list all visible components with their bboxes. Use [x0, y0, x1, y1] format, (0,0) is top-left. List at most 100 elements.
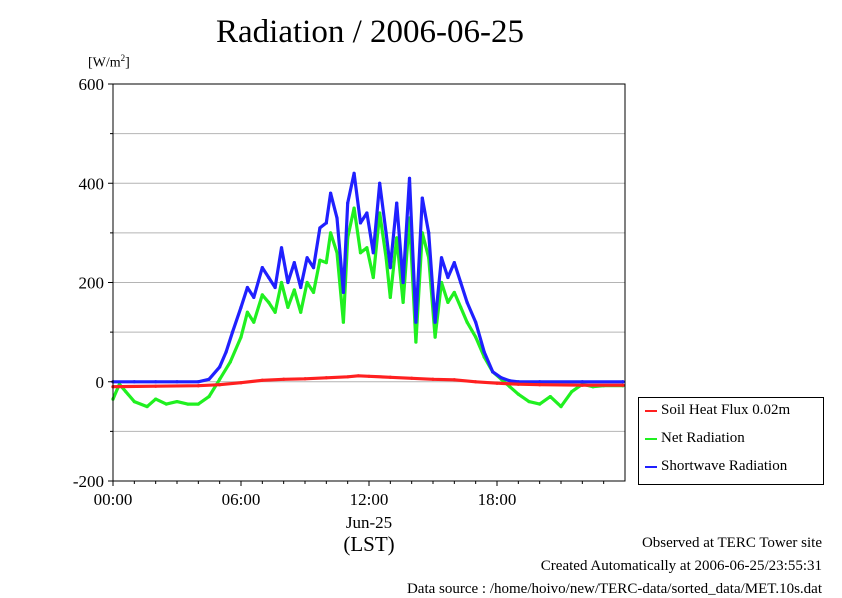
x-tick-label: 18:00: [478, 490, 517, 509]
data-point-soil-heat-flux-0-02m: [367, 374, 371, 378]
data-point-shortwave-radiation: [420, 196, 424, 200]
data-point-net-radiation: [292, 288, 296, 292]
data-point-net-radiation: [324, 261, 328, 265]
y-tick-label: 400: [79, 174, 105, 193]
data-point-shortwave-radiation: [329, 191, 333, 195]
data-point-shortwave-radiation: [384, 231, 388, 235]
data-point-shortwave-radiation: [311, 266, 316, 270]
data-point-net-radiation: [459, 305, 463, 309]
data-point-shortwave-radiation: [299, 285, 303, 290]
data-point-shortwave-radiation: [279, 246, 284, 250]
data-point-soil-heat-flux-0-02m: [260, 378, 264, 382]
legend-swatch-shortwave-radiation: [645, 466, 657, 468]
data-point-net-radiation: [395, 236, 399, 240]
data-point-net-radiation: [175, 400, 179, 404]
data-point-net-radiation: [186, 402, 190, 406]
axis-ticks: -200 0 200 400 600 00:00 06:00 12:00 18:00: [73, 75, 605, 509]
legend-swatch-net-radiation: [645, 438, 657, 440]
data-point-net-radiation: [329, 231, 333, 235]
data-point-shortwave-radiation: [580, 380, 584, 384]
data-point-net-radiation: [538, 402, 542, 406]
data-point-shortwave-radiation: [324, 221, 328, 225]
data-point-net-radiation: [433, 335, 437, 339]
data-point-shortwave-radiation: [286, 280, 290, 285]
x-tick-label: 00:00: [94, 490, 133, 509]
data-point-net-radiation: [299, 310, 303, 314]
data-point-shortwave-radiation: [414, 320, 418, 324]
data-point-net-radiation: [286, 305, 290, 309]
footer-data-source: Data source : /home/hoivo/new/TERC-data/…: [406, 581, 822, 597]
data-point-net-radiation: [132, 400, 136, 404]
data-point-soil-heat-flux-0-02m: [196, 384, 200, 388]
data-point-shortwave-radiation: [395, 201, 399, 205]
data-point-net-radiation: [414, 340, 418, 344]
x-tick-label: 06:00: [222, 490, 261, 509]
footer-created-time: Created Automatically at 2006-06-25/23:5…: [540, 558, 822, 574]
y-axis-unit-label: [W/m2]: [88, 53, 130, 71]
data-point-shortwave-radiation: [365, 211, 369, 215]
data-point-soil-heat-flux-0-02m: [356, 374, 360, 378]
data-point-shortwave-radiation: [401, 280, 405, 285]
data-point-shortwave-radiation: [446, 275, 450, 280]
legend-label-shortwave-radiation: Shortwave Radiation: [661, 458, 788, 474]
data-point-shortwave-radiation: [482, 350, 486, 354]
data-point-net-radiation: [239, 335, 243, 339]
data-point-net-radiation: [474, 335, 478, 339]
data-point-shortwave-radiation: [207, 377, 211, 381]
legend-label-soil-heat-flux: Soil Heat Flux 0.02m: [661, 402, 791, 418]
data-point-shortwave-radiation: [341, 290, 345, 295]
data-point-shortwave-radiation: [491, 370, 495, 374]
data-point-shortwave-radiation: [239, 305, 243, 309]
data-point-soil-heat-flux-0-02m: [154, 384, 158, 388]
data-point-shortwave-radiation: [465, 300, 469, 304]
data-point-soil-heat-flux-0-02m: [410, 376, 414, 380]
data-point-net-radiation: [401, 300, 405, 304]
data-point-net-radiation: [446, 300, 450, 304]
data-point-shortwave-radiation: [218, 365, 222, 369]
data-point-shortwave-radiation: [388, 266, 392, 270]
series-lines: [111, 171, 625, 409]
data-point-net-radiation: [439, 280, 444, 285]
data-point-net-radiation: [305, 280, 309, 285]
data-point-net-radiation: [311, 290, 316, 295]
data-point-shortwave-radiation: [292, 261, 296, 265]
data-point-shortwave-radiation: [224, 350, 228, 354]
data-point-soil-heat-flux-0-02m: [621, 383, 625, 387]
data-point-soil-heat-flux-0-02m: [388, 375, 392, 379]
data-point-shortwave-radiation: [196, 380, 200, 384]
chart-title: Radiation / 2006-06-25: [216, 14, 524, 50]
data-point-shortwave-radiation: [439, 256, 444, 260]
data-point-net-radiation: [378, 211, 382, 215]
data-point-net-radiation: [218, 377, 222, 381]
legend-swatch-soil-heat-flux: [645, 410, 657, 412]
chart-legend: Soil Heat Flux 0.02m Net Radiation Short…: [638, 397, 824, 485]
data-point-net-radiation: [508, 385, 512, 389]
data-point-shortwave-radiation: [499, 376, 503, 380]
data-point-net-radiation: [570, 390, 574, 394]
data-point-soil-heat-flux-0-02m: [303, 377, 307, 381]
data-point-shortwave-radiation: [474, 320, 478, 324]
data-point-soil-heat-flux-0-02m: [538, 383, 542, 387]
data-point-shortwave-radiation: [427, 231, 431, 235]
data-point-shortwave-radiation: [538, 380, 542, 384]
data-point-shortwave-radiation: [132, 380, 136, 384]
data-point-shortwave-radiation: [230, 330, 235, 334]
data-point-net-radiation: [559, 404, 563, 409]
data-point-shortwave-radiation: [335, 216, 339, 220]
data-point-shortwave-radiation: [305, 256, 309, 260]
data-point-shortwave-radiation: [352, 171, 356, 175]
data-point-net-radiation: [384, 256, 388, 260]
data-point-shortwave-radiation: [371, 251, 375, 255]
data-point-net-radiation: [341, 320, 345, 324]
data-point-shortwave-radiation: [452, 261, 456, 265]
data-point-net-radiation: [145, 404, 149, 409]
series-line-shortwave-radiation: [111, 171, 625, 384]
data-point-net-radiation: [245, 310, 249, 314]
data-point-net-radiation: [196, 402, 200, 406]
data-point-shortwave-radiation: [273, 285, 277, 290]
data-point-net-radiation: [318, 258, 322, 262]
data-point-soil-heat-flux-0-02m: [218, 383, 222, 387]
data-point-shortwave-radiation: [378, 181, 382, 185]
data-point-net-radiation: [252, 320, 256, 324]
